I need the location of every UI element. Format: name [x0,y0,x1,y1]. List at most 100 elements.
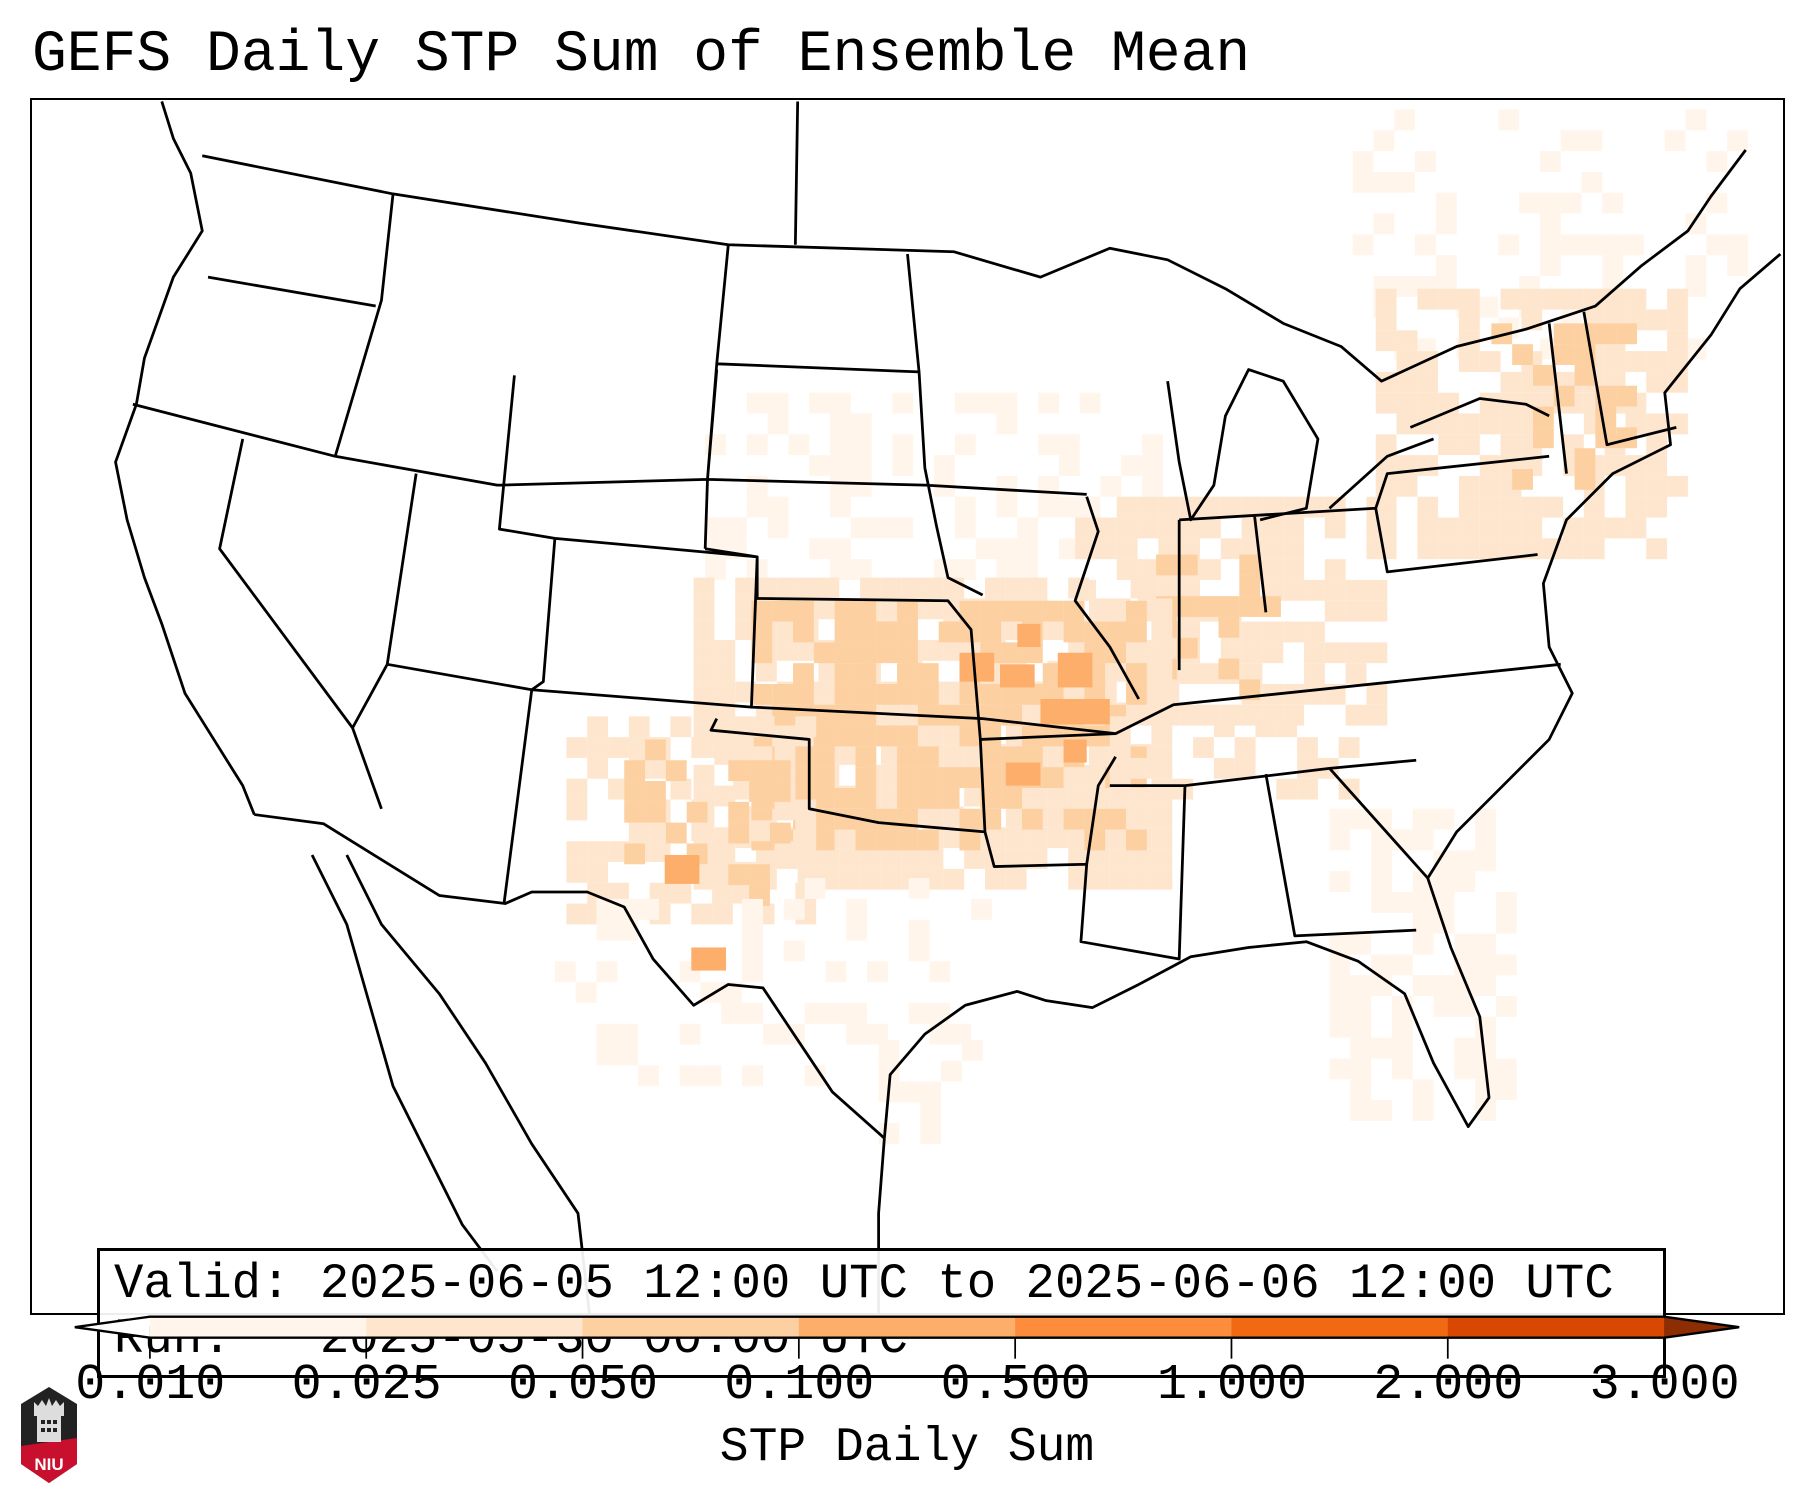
stp-cell [1433,975,1455,997]
stp-cell [1220,538,1242,560]
stp-cell [1475,1016,1496,1038]
stp-cell [1130,757,1152,779]
stp-cell [1667,351,1688,372]
stp-cell [929,961,951,983]
stp-cell [876,725,898,747]
stp-cell [1075,517,1096,539]
stp-cell [1479,392,1501,414]
stp-cell [1646,455,1668,476]
stp-cell [1130,785,1152,807]
stp-cell [876,621,898,643]
colorbar-segment [798,1316,1016,1338]
stp-cell [809,392,831,414]
stp-cell [1438,517,1459,539]
stp-cell [917,683,939,705]
stp-cell [1435,192,1457,214]
stp-cell [996,496,1018,518]
stp-cell [1616,427,1638,449]
stp-cell [1391,1058,1413,1080]
stp-cell [934,559,955,580]
stp-cell [769,822,791,844]
stp-cell [1040,698,1110,725]
stp-cell [1058,496,1080,518]
stp-cell [897,642,918,664]
stp-cell [1324,600,1346,622]
colorbar-segment [149,1316,367,1338]
stp-cell [897,829,918,851]
stp-cell [1324,642,1346,664]
stp-cell [566,778,588,800]
stp-cell [1116,496,1138,518]
stp-cell [712,861,733,883]
colorbar-segment [1015,1316,1233,1338]
stp-cell [1685,338,1707,360]
stp-cell [1005,827,1027,849]
stp-cell [1116,559,1138,580]
stp-cell [712,882,733,904]
stp-cell [1142,475,1164,497]
stp-cell [1581,130,1603,152]
stp-cell [813,725,835,747]
stp-cell [908,878,930,899]
stp-cell [1151,723,1173,745]
stp-cell [1084,829,1106,851]
stp-cell [767,517,789,539]
colorbar [74,1315,1740,1359]
stp-cell [1458,475,1480,497]
stp-cell [892,517,914,539]
stp-cell [1047,619,1069,641]
stp-cell [1109,827,1131,849]
stp-cell [1583,538,1605,560]
stp-cell [1137,559,1159,580]
colorbar-segment [582,1316,800,1338]
stp-cell [776,619,798,641]
state-borders [132,101,1677,961]
stp-cell [1001,642,1022,664]
stp-cell [1412,912,1434,934]
stp-cell [1345,663,1367,684]
stp-cell [1435,213,1457,235]
stp-cell [1350,1058,1372,1080]
stp-cell [1021,808,1043,830]
stp-cell [1241,621,1263,643]
stp-cell [1375,434,1397,456]
stp-cell [1116,517,1138,539]
colorbar-tick-label: 0.050 [507,1357,658,1414]
stp-cell [1324,496,1346,518]
stp-cell [1706,234,1728,256]
stp-cell [1283,517,1305,539]
stp-cell [1021,683,1043,705]
stp-cell [959,767,981,788]
stp-cell [1366,600,1388,622]
stp-cell [1500,517,1522,539]
stp-cell [691,737,713,758]
stp-cell [783,898,805,920]
stp-cell [1005,762,1041,786]
stp-cell [624,760,646,782]
stp-cell [971,898,992,920]
stp-cell [596,961,618,983]
stp-cell [825,1002,847,1024]
stp-cell [813,642,835,664]
stp-cell [1646,496,1668,518]
stp-cell [941,1060,962,1082]
stp-cell [566,861,588,883]
stp-cell [1616,323,1638,345]
stp-cell [776,640,798,661]
stp-cell [1625,517,1647,539]
stp-cell [1412,1100,1434,1121]
stp-cell [938,767,960,788]
stp-cell [732,737,754,758]
stp-cell [1126,600,1147,622]
gulf-coast [882,252,1782,1139]
stp-cell [1151,757,1173,779]
stp-cell [638,898,659,920]
stp-cell [1350,933,1372,955]
map-panel: Valid: 2025-06-05 12:00 UTC to 2025-06-0… [30,98,1785,1378]
stp-cell [1179,663,1200,684]
stp-cell [1084,808,1106,830]
stp-cell [1304,683,1325,705]
mexico-border [254,813,886,1140]
stp-cell [742,961,763,983]
stp-cell [1435,255,1457,276]
